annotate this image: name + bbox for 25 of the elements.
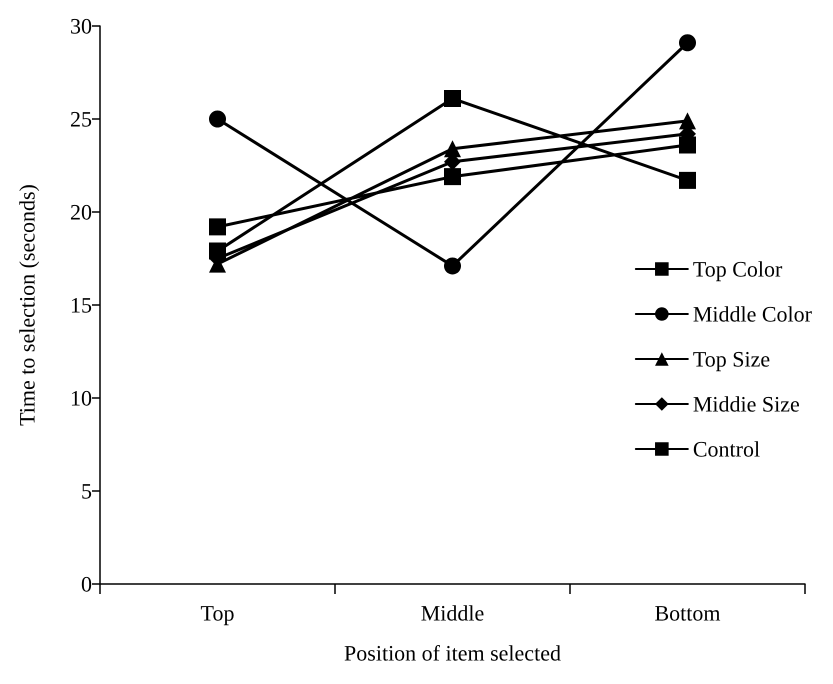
y-tick-label: 30 <box>70 14 92 38</box>
legend-label: Top Color <box>692 256 784 282</box>
point <box>209 218 226 236</box>
x-tick-label: Bottom <box>654 600 721 626</box>
point <box>444 257 461 274</box>
legend-label: Middie Size <box>692 392 800 416</box>
x-tick-label: Middle <box>420 600 484 626</box>
y-axis-title: Time to selection (seconds) <box>14 184 40 426</box>
legend-label: Middle Color <box>692 302 813 326</box>
x-tick-label: Top <box>200 600 234 626</box>
legend-label: Control <box>692 436 760 462</box>
legend-label: Top Size <box>692 346 770 372</box>
point <box>444 168 461 186</box>
y-tick-label: 10 <box>70 386 92 410</box>
y-tick-label: 20 <box>70 200 92 224</box>
y-tick-label: 0 <box>81 572 92 596</box>
y-tick-label: 15 <box>70 292 92 318</box>
point <box>209 110 226 128</box>
y-tick-label: 25 <box>70 106 92 132</box>
point <box>444 90 461 108</box>
point <box>679 136 696 154</box>
x-axis-title: Position of item selected <box>344 640 561 666</box>
point <box>679 172 696 189</box>
point <box>679 34 696 52</box>
y-tick-label: 5 <box>81 478 92 504</box>
